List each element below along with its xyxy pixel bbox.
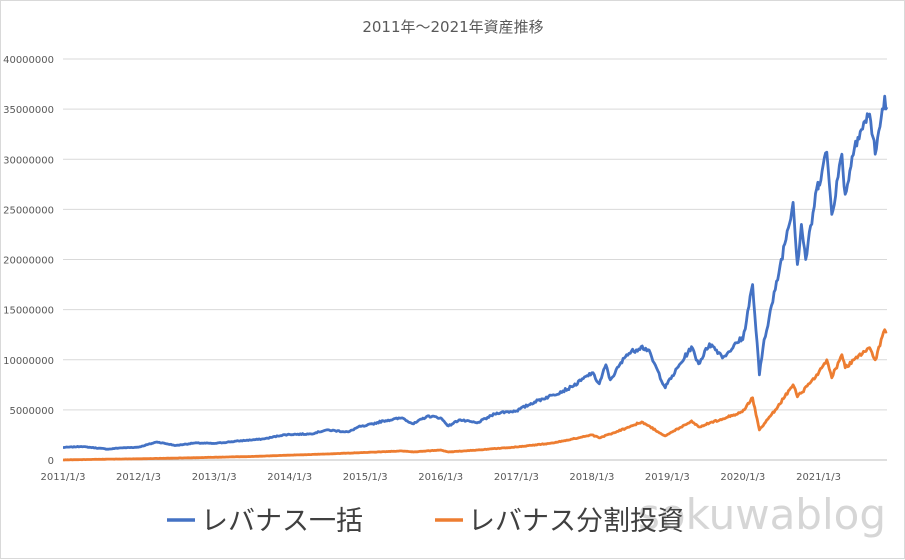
y-tick-label: 40000000 [3,55,54,66]
y-tick-label: 15000000 [3,306,54,317]
legend-label: レバナス一括 [201,506,363,537]
x-tick-label: 2013/1/3 [192,472,237,483]
x-tick-label: 2015/1/3 [343,472,388,483]
y-tick-label: 25000000 [3,205,54,216]
y-tick-label: 20000000 [3,256,54,267]
x-tick-label: 2020/1/3 [720,472,765,483]
series-line-1 [62,94,889,451]
y-axis: 0 5000000 10000000 15000000 20000000 25000000… [3,55,54,467]
legend-label: レバナス分割投資 [468,506,684,537]
legend: レバナス一括 レバナス分割投資 [167,506,684,537]
x-tick-label: 2019/1/3 [645,472,690,483]
y-tick-label: 35000000 [3,105,54,116]
gridlines [63,58,887,461]
x-tick-label: 2014/1/3 [267,472,312,483]
series-lines [62,94,889,462]
y-tick-label: 5000000 [9,406,54,417]
x-tick-label: 2021/1/3 [796,472,841,483]
y-tick-label: 0 [48,456,54,467]
y-tick-label: 30000000 [3,155,54,166]
watermark-text: sokuwablog [638,490,886,539]
x-tick-label: 2011/1/3 [41,472,86,483]
x-tick-label: 2018/1/3 [569,472,614,483]
x-tick-label: 2017/1/3 [494,472,539,483]
y-tick-label: 10000000 [3,356,54,367]
x-tick-label: 2016/1/3 [418,472,463,483]
series-line-2 [62,328,888,462]
x-axis: 2011/1/3 2012/1/3 2013/1/3 2014/1/3 2015/1/3… [41,459,887,483]
x-tick-label: 2012/1/3 [116,472,161,483]
chart-title: 2011年～2021年資産推移 [362,18,543,36]
